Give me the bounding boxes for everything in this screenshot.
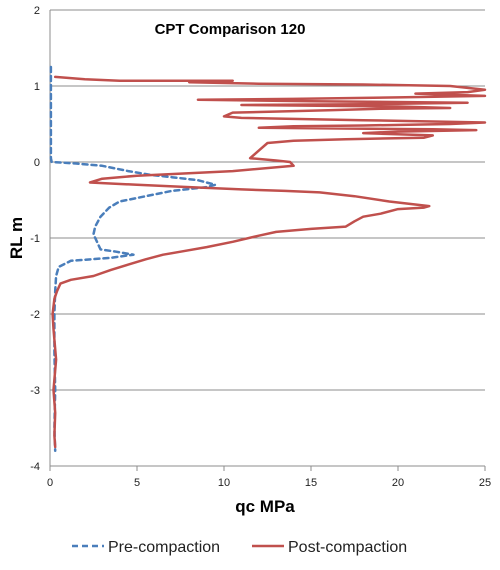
x-tick-label: 15 [305,477,317,489]
axes [49,10,486,471]
x-tick-labels: 0 5 10 15 20 25 [47,477,491,489]
chart-title: CPT Comparison 120 [155,21,306,38]
y-axis-label: RL m [7,217,26,259]
x-tick-label: 20 [392,477,404,489]
series-line-post-compaction [51,75,487,449]
gridlines [50,9,485,467]
legend: Pre-compaction Post-compaction [72,539,407,556]
y-tick-label: -4 [30,461,40,473]
data-series [49,65,487,453]
y-tick-label: -2 [30,309,40,321]
series-line-pre-compaction [49,65,217,453]
x-tick-label: 25 [479,477,491,489]
x-tick-label: 10 [218,477,230,489]
y-tick-label: 1 [34,81,40,93]
x-axis-label: qc MPa [235,497,295,516]
legend-label-pre-compaction: Pre-compaction [108,539,220,556]
legend-label-post-compaction: Post-compaction [288,539,407,556]
x-tick-label: 0 [47,477,53,489]
y-tick-label: 2 [34,5,40,17]
y-tick-label: -1 [30,233,40,245]
x-tick-label: 5 [134,477,140,489]
y-tick-label: -3 [30,385,40,397]
y-tick-label: 0 [34,157,40,169]
y-tick-labels: -4 -3 -2 -1 0 1 2 [30,5,40,473]
